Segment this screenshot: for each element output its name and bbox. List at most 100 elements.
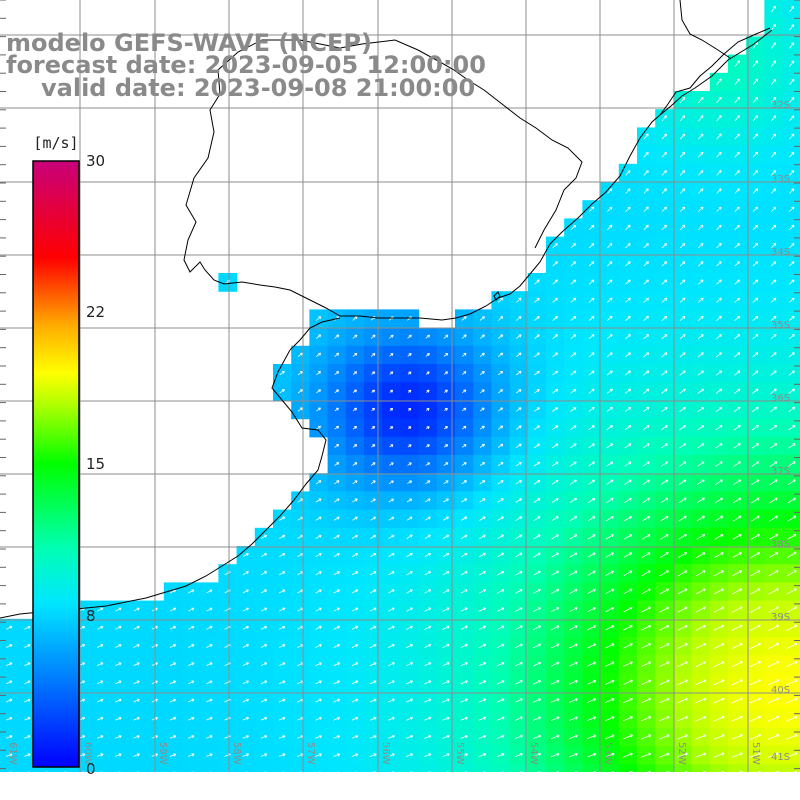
wind-arrow <box>678 479 687 485</box>
wind-arrow <box>732 552 742 558</box>
wind-arrow <box>721 770 725 772</box>
wind-arrow <box>389 462 394 466</box>
wind-cell <box>564 582 583 602</box>
wind-cell <box>400 309 420 329</box>
wind-arrow <box>388 534 395 539</box>
wind-arrow <box>406 716 414 721</box>
wind-arrow <box>623 534 633 540</box>
wind-cell <box>546 382 565 401</box>
wind-arrow <box>369 680 377 685</box>
wind-cell <box>709 309 729 329</box>
wind-cell <box>600 309 620 329</box>
wind-cell <box>782 764 800 772</box>
wind-cell <box>564 764 583 772</box>
wind-cell <box>109 600 128 620</box>
wind-arrow <box>460 643 468 649</box>
wind-cell <box>254 618 274 638</box>
latitude-label: 34S <box>771 247 790 258</box>
wind-arrow <box>188 589 195 594</box>
wind-arrow <box>297 352 303 358</box>
wind-arrow <box>407 426 412 430</box>
wind-cell <box>418 345 438 365</box>
wind-arrow <box>695 697 707 704</box>
wind-arrow <box>515 498 523 503</box>
wind-arrow <box>532 625 542 631</box>
wind-cell <box>655 509 674 529</box>
wind-cell <box>418 618 438 638</box>
wind-arrow <box>279 607 286 612</box>
wind-cell <box>564 509 583 529</box>
wind-arrow <box>749 734 762 740</box>
wind-arrow <box>624 443 632 449</box>
wind-arrow <box>391 771 395 772</box>
wind-arrow <box>679 297 686 303</box>
wind-arrow <box>786 661 798 668</box>
wind-arrow <box>739 770 743 772</box>
colorbar-tick-0: 0 <box>86 760 96 778</box>
wind-arrow <box>442 534 450 539</box>
wind-arrow <box>407 334 412 339</box>
wind-arrow <box>315 498 322 503</box>
colorbar-gradient <box>32 160 80 768</box>
wind-cell <box>655 546 674 565</box>
wind-cell <box>364 473 383 492</box>
wind-cell <box>400 400 420 420</box>
wind-cell <box>491 618 511 638</box>
wind-cell <box>182 764 201 772</box>
wind-cell <box>236 582 256 602</box>
wind-cell <box>400 382 420 401</box>
wind-arrow <box>698 188 704 194</box>
wind-arrow <box>424 498 431 503</box>
wind-arrow <box>624 425 632 431</box>
wind-cell <box>764 527 784 547</box>
wind-arrow <box>606 497 614 504</box>
wind-cell <box>618 400 638 420</box>
wind-cell <box>728 91 747 110</box>
wind-arrow <box>552 388 559 394</box>
wind-cell <box>436 564 456 583</box>
wind-cell <box>418 564 438 583</box>
wind-arrow <box>570 407 577 412</box>
wind-cell <box>600 345 620 365</box>
latitude-label: 35S <box>771 320 790 331</box>
wind-cell <box>618 600 638 620</box>
wind-cell <box>655 382 674 401</box>
wind-cell <box>527 564 547 583</box>
wind-arrow <box>789 115 795 122</box>
wind-arrow <box>370 480 376 485</box>
wind-arrow <box>279 662 286 667</box>
wind-arrow <box>606 461 614 467</box>
wind-arrow <box>334 425 340 430</box>
wind-arrow <box>388 498 395 503</box>
wind-arrow <box>606 297 613 303</box>
wind-cell <box>728 291 747 310</box>
wind-cell <box>436 546 456 565</box>
wind-arrow <box>749 661 762 668</box>
wind-arrow <box>660 479 669 485</box>
wind-arrow <box>333 735 341 739</box>
wind-cell <box>728 418 747 438</box>
wind-arrow <box>642 461 650 467</box>
wind-cell <box>327 455 347 474</box>
wind-arrow <box>570 461 577 467</box>
wind-arrow <box>643 388 650 394</box>
wind-arrow <box>788 315 795 322</box>
wind-arrow <box>623 734 633 740</box>
wind-cell <box>127 618 147 638</box>
wind-arrow <box>496 680 505 685</box>
wind-arrow <box>661 370 668 376</box>
wind-arrow <box>570 352 577 358</box>
wind-cell <box>309 600 329 620</box>
wind-arrow <box>442 625 450 630</box>
wind-arrow <box>480 407 485 412</box>
wind-arrow <box>716 297 722 303</box>
wind-arrow <box>734 261 740 267</box>
wind-cell <box>655 618 674 638</box>
wind-arrow <box>461 316 467 321</box>
wind-cell <box>746 527 765 547</box>
wind-arrow <box>352 316 358 321</box>
wind-cell <box>527 582 547 602</box>
wind-arrow <box>316 371 321 376</box>
wind-arrow <box>770 297 777 303</box>
wind-cell <box>600 473 620 492</box>
